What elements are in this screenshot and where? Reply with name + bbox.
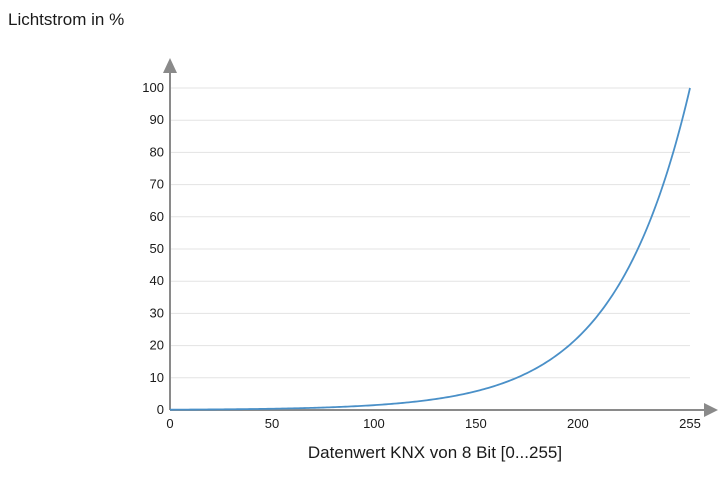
x-axis-title: Datenwert KNX von 8 Bit [0...255]: [307, 443, 563, 462]
y-tick-label: 80: [150, 144, 164, 159]
axes: [163, 58, 718, 417]
y-tick-label: 30: [150, 305, 164, 320]
y-tick-label: 90: [150, 112, 164, 127]
y-tick-label: 100: [142, 80, 164, 95]
y-tick-label: 50: [150, 241, 164, 256]
x-tick-labels: 0 50 100 150 200 255: [166, 416, 700, 431]
y-axis-arrow-icon: [163, 58, 177, 73]
y-tick-labels: 0 10 20 30 40 50 60 70 80 90 100: [142, 80, 164, 417]
x-tick-label: 100: [363, 416, 385, 431]
series-line: [169, 87, 691, 411]
grid-lines: [170, 87, 690, 379]
x-tick-label: 150: [465, 416, 487, 431]
y-axis-title: Lichtstrom in %: [8, 10, 125, 29]
x-tick-label: 200: [567, 416, 589, 431]
x-axis-arrow-icon: [704, 403, 718, 417]
y-tick-label: 10: [150, 370, 164, 385]
y-tick-label: 70: [150, 177, 164, 192]
y-tick-label: 60: [150, 209, 164, 224]
x-tick-label: 0: [166, 416, 173, 431]
x-tick-label: 255: [679, 416, 701, 431]
y-tick-label: 0: [157, 402, 164, 417]
y-tick-label: 40: [150, 273, 164, 288]
y-tick-label: 20: [150, 338, 164, 353]
x-tick-label: 50: [265, 416, 279, 431]
